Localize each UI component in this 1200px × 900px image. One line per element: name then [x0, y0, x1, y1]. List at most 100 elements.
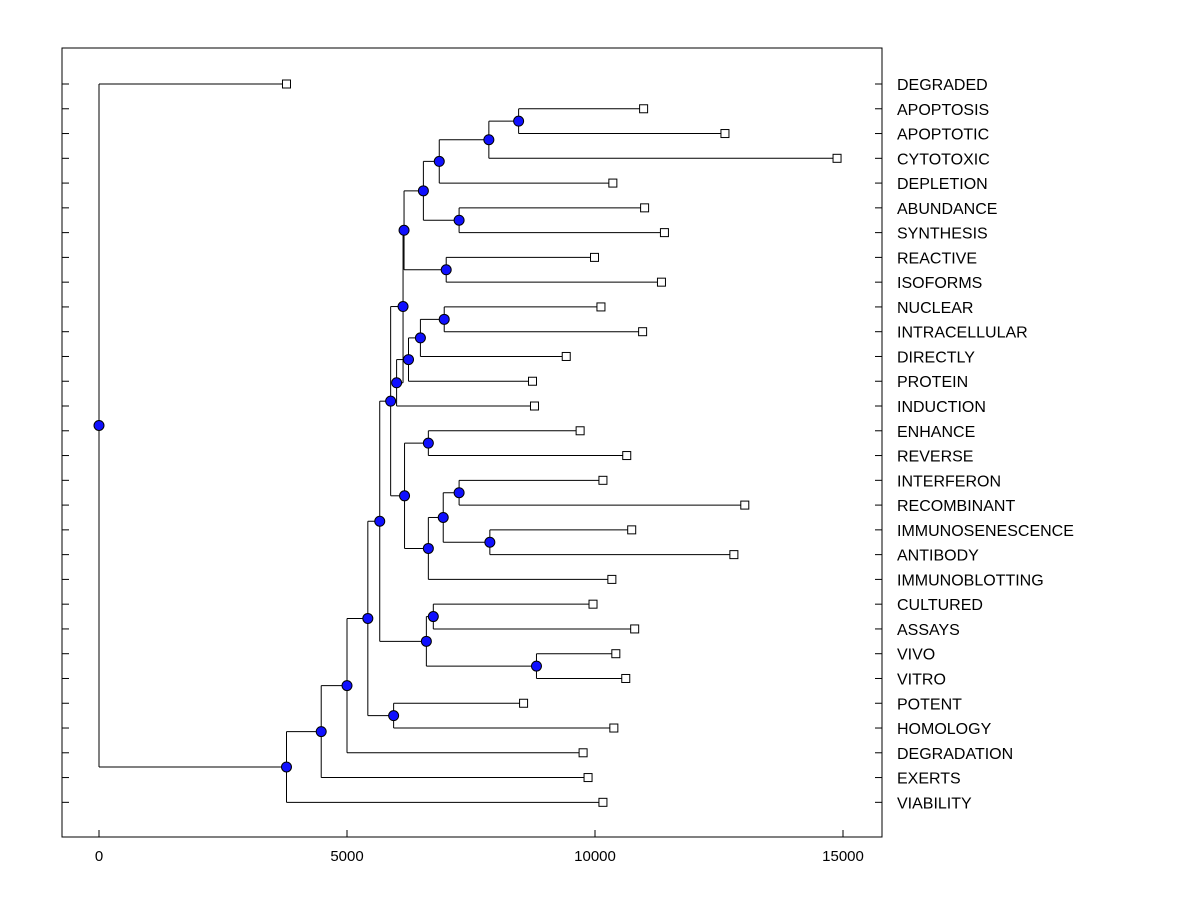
y-tick-marks [62, 83, 882, 803]
leaf-markers [281, 79, 842, 807]
x-tick-label: 15000 [822, 848, 864, 865]
merge-node [453, 214, 465, 226]
leaf-marker [561, 351, 571, 361]
leaf-labels: DEGRADED APOPTOSIS APOPTOTIC CYTOTOXIC DEPLE… [897, 77, 1074, 812]
leaf-marker [832, 153, 842, 163]
merge-node [374, 515, 386, 527]
leaf-label: PROTEIN [897, 374, 968, 391]
leaf-label: DEPLETION [897, 176, 988, 193]
leaf-label: ENHANCE [897, 424, 975, 441]
leaf-marker [598, 797, 608, 807]
plot-frame [61, 47, 883, 838]
leaf-label: DEGRADED [897, 77, 988, 94]
x-tick-label: 10000 [574, 848, 616, 865]
leaf-label: VIVO [897, 647, 935, 664]
merge-node [414, 332, 426, 344]
leaf-marker [627, 525, 637, 535]
leaf-label: ABUNDANCE [897, 201, 997, 218]
leaf-marker [519, 698, 529, 708]
leaf-marker [598, 475, 608, 485]
leaf-marker [638, 327, 648, 337]
leaf-marker [588, 599, 598, 609]
leaf-marker [590, 252, 600, 262]
merge-node [433, 155, 445, 167]
merge-node [315, 726, 327, 738]
leaf-marker [281, 79, 291, 89]
leaf-label: APOPTOTIC [897, 127, 989, 144]
merge-node [385, 395, 397, 407]
leaf-label: INTERFERON [897, 473, 1001, 490]
leaf-marker [529, 401, 539, 411]
merge-node [438, 313, 450, 325]
leaf-marker [659, 228, 669, 238]
leaf-label: SYNTHESIS [897, 226, 988, 243]
merge-node [403, 354, 415, 366]
merge-node [362, 612, 374, 624]
merge-node [399, 490, 411, 502]
merge-node [341, 680, 353, 692]
merge-node [453, 487, 465, 499]
x-tick-label: 0 [95, 848, 103, 865]
leaf-label: IMMUNOSENESCENCE [897, 523, 1074, 540]
leaf-marker [575, 426, 585, 436]
leaf-label: APOPTOSIS [897, 102, 989, 119]
leaf-label: REVERSE [897, 449, 973, 466]
leaf-label: INDUCTION [897, 399, 986, 416]
leaf-marker [621, 673, 631, 683]
merge-node [437, 511, 449, 523]
leaf-label: HOMOLOGY [897, 721, 992, 738]
leaf-marker [729, 550, 739, 560]
leaf-marker [630, 624, 640, 634]
merge-node [280, 761, 292, 773]
leaf-marker [596, 302, 606, 312]
leaf-marker [528, 376, 538, 386]
merge-node [388, 710, 400, 722]
leaf-marker [640, 203, 650, 213]
leaf-label: VIABILITY [897, 795, 972, 812]
leaf-marker [639, 104, 649, 114]
leaf-label: IMMUNOBLOTTING [897, 572, 1044, 589]
leaf-marker [583, 773, 593, 783]
leaf-label: RECOMBINANT [897, 498, 1015, 515]
merge-node [427, 611, 439, 623]
leaf-marker [656, 277, 666, 287]
leaf-marker [611, 649, 621, 659]
leaf-label: REACTIVE [897, 250, 977, 267]
leaf-label: DEGRADATION [897, 746, 1013, 763]
x-axis: 0 5000 10000 15000 [95, 830, 864, 865]
leaf-label: POTENT [897, 696, 962, 713]
leaf-marker [740, 500, 750, 510]
merge-node [417, 185, 429, 197]
merge-node [530, 660, 542, 672]
leaf-marker [720, 129, 730, 139]
merge-node [484, 536, 496, 548]
x-tick-label: 5000 [330, 848, 363, 865]
leaf-marker [608, 178, 618, 188]
merge-node [397, 301, 409, 313]
merge-node [422, 437, 434, 449]
leaf-marker [607, 574, 617, 584]
leaf-label: CULTURED [897, 597, 983, 614]
leaf-label: VITRO [897, 671, 946, 688]
merge-nodes [93, 115, 542, 773]
leaf-label: NUCLEAR [897, 300, 973, 317]
merge-node [420, 635, 432, 647]
leaf-marker [622, 451, 632, 461]
leaf-label: ASSAYS [897, 622, 960, 639]
merge-node [513, 115, 525, 127]
leaf-label: ANTIBODY [897, 548, 979, 565]
leaf-label: CYTOTOXIC [897, 151, 990, 168]
leaf-label: INTRACELLULAR [897, 325, 1028, 342]
merge-node [483, 134, 495, 146]
merge-node [93, 419, 105, 431]
merge-node [391, 377, 403, 389]
merge-node [398, 224, 410, 236]
leaf-marker [609, 723, 619, 733]
merge-node [422, 542, 434, 554]
leaf-label: ISOFORMS [897, 275, 982, 292]
leaf-label: DIRECTLY [897, 349, 975, 366]
leaf-label: EXERTS [897, 771, 961, 788]
merge-node [440, 264, 452, 276]
leaf-marker [578, 748, 588, 758]
